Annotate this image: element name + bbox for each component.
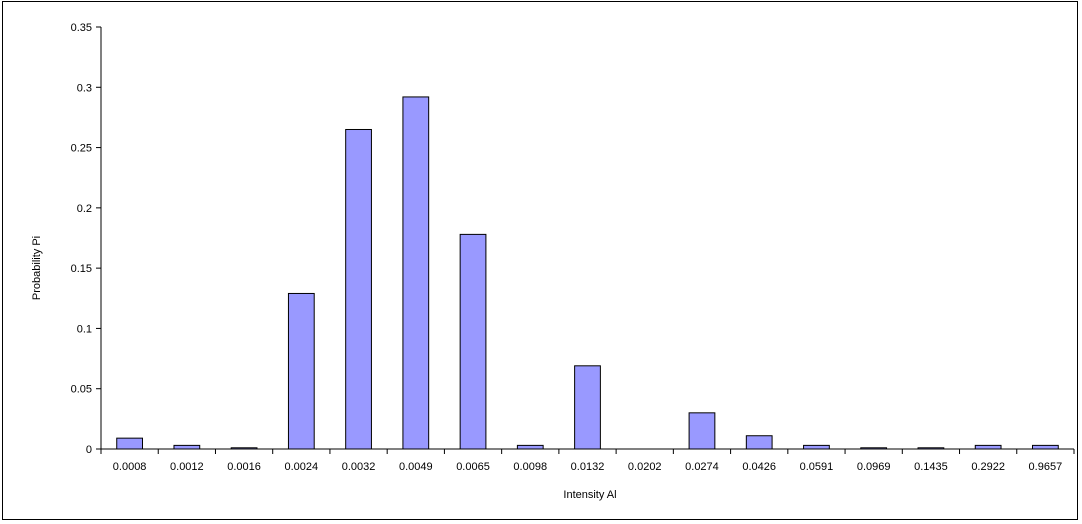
bar-0.0098	[516, 444, 544, 450]
bar-0.2922	[974, 444, 1002, 450]
y-tick-label: 0.15	[71, 263, 92, 275]
y-tick-label: 0.2	[77, 203, 92, 215]
bar-0.0024	[287, 292, 315, 450]
y-axis-title: Probability Pi	[31, 236, 43, 300]
x-tick-label: 0.0016	[227, 461, 261, 473]
bar-0.9657	[1032, 444, 1059, 450]
bar-0.0049	[402, 96, 430, 450]
bar-0.0032	[345, 128, 372, 450]
y-tick-label: 0	[86, 444, 92, 456]
x-tick-label: 0.0202	[628, 461, 662, 473]
x-tick-label: 0.1435	[914, 461, 948, 473]
bar-0.0132	[574, 365, 601, 450]
bar-0.0426	[745, 435, 773, 450]
axes-layer	[100, 27, 1074, 450]
x-tick-label: 0.0274	[685, 461, 719, 473]
y-tick-label: 0.1	[77, 323, 92, 335]
ticks-layer: 0 0.05 0.1 0.15 0.2 0.25 0.3 0.35 0.0008 0.0012 0.…	[71, 22, 1075, 473]
x-tick-label: 0.0049	[399, 461, 433, 473]
bars-layer	[116, 96, 1059, 450]
x-tick-label: 0.0098	[513, 461, 547, 473]
x-axis-title: Intensity Al	[563, 489, 616, 501]
y-tick-label: 0.05	[71, 384, 92, 396]
x-tick-label: 0.0012	[170, 461, 204, 473]
y-tick-label: 0.25	[71, 143, 92, 155]
x-tick-label: 0.2922	[971, 461, 1005, 473]
y-tick-label: 0.3	[77, 82, 92, 94]
bar-0.0065	[459, 233, 487, 450]
x-tick-label: 0.0024	[284, 461, 318, 473]
x-tick-label: 0.0008	[113, 461, 147, 473]
x-tick-label: 0.9657	[1029, 461, 1063, 473]
bar-0.0008	[116, 437, 143, 450]
x-tick-label: 0.0065	[456, 461, 490, 473]
x-tick-label: 0.0591	[800, 461, 834, 473]
x-tick-label: 0.0426	[742, 461, 776, 473]
bar-0.0591	[803, 444, 830, 450]
x-tick-label: 0.0969	[857, 461, 891, 473]
x-tick-label: 0.0132	[571, 461, 605, 473]
bar-0.0274	[688, 412, 716, 450]
bar-0.0012	[173, 444, 201, 450]
y-tick-label: 0.35	[71, 22, 92, 34]
x-tick-label: 0.0032	[342, 461, 376, 473]
